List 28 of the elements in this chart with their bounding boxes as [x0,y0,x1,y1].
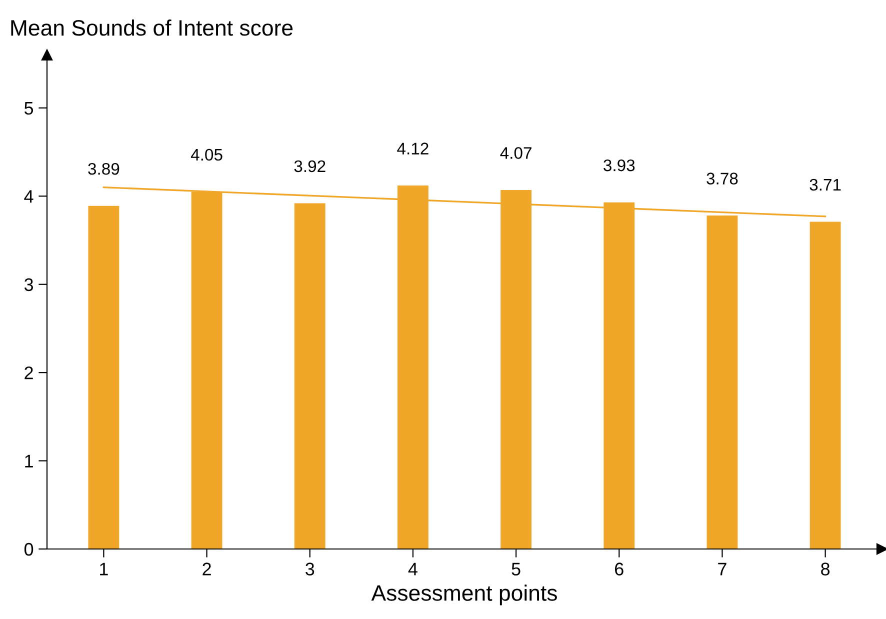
data-label: 3.78 [706,172,738,184]
x-axis-title: Assessment points [371,584,557,606]
bar [810,222,841,549]
y-tick-label: 1 [25,454,33,468]
data-label: 4.05 [190,148,222,161]
x-tick-label: 3 [306,562,314,576]
y-tick-label: 0 [24,542,34,556]
data-label: 4.07 [500,147,532,159]
y-axis-title: Mean Sounds of Intent score [11,19,293,36]
x-tick-label: 1 [100,562,108,576]
y-tick-label: 5 [24,102,34,115]
x-tick-label: 6 [615,562,624,576]
x-tick-label: 2 [202,562,211,576]
bar [294,203,326,549]
y-tick-label: 2 [24,366,33,380]
bar [706,216,738,549]
x-tick-label: 4 [408,562,418,576]
x-tick-label: 8 [821,562,830,576]
bar [88,206,120,549]
data-label: 3.93 [604,159,635,172]
x-tick-label: 5 [512,562,520,576]
data-label: 3.71 [810,178,841,191]
data-label: 3.92 [294,160,326,172]
y-tick-label: 3 [24,278,34,292]
y-tick-label: 4 [24,190,34,203]
x-tick-label: 7 [718,562,726,576]
data-label: 4.12 [397,142,428,154]
data-label: 3.89 [88,162,120,175]
